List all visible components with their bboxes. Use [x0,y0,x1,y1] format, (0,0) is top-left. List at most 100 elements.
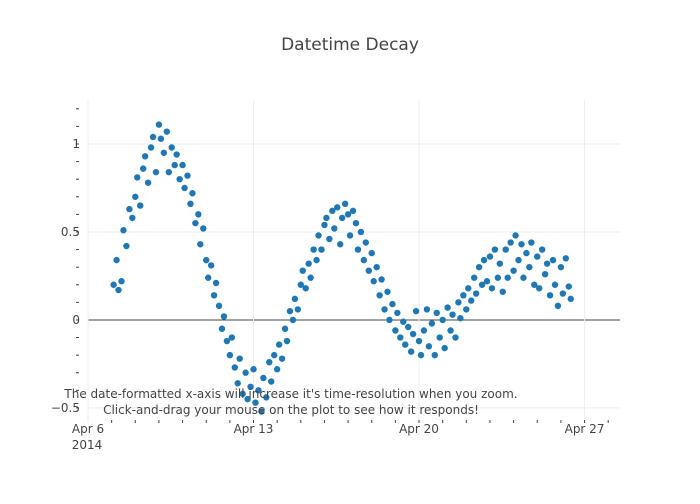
data-point[interactable] [141,153,149,160]
data-point[interactable] [526,263,533,271]
data-point[interactable] [541,270,549,278]
data-point[interactable] [329,207,336,215]
data-point[interactable] [226,351,234,359]
data-point[interactable] [291,295,299,303]
data-point[interactable] [439,316,446,324]
data-point[interactable] [184,172,191,179]
data-point[interactable] [360,256,368,264]
data-point[interactable] [460,292,467,299]
data-point[interactable] [441,344,448,352]
data-point[interactable] [200,225,207,232]
data-point[interactable] [465,285,472,292]
data-point[interactable] [417,351,425,359]
data-point[interactable] [368,249,375,257]
data-point[interactable] [341,200,349,208]
data-point[interactable] [173,151,180,158]
data-point[interactable] [273,366,281,373]
data-point[interactable] [305,260,312,267]
data-point[interactable] [549,256,557,264]
data-point[interactable] [407,348,415,355]
data-point[interactable] [160,149,168,156]
data-point[interactable] [428,320,436,327]
data-point[interactable] [425,343,433,350]
data-point[interactable] [223,337,231,345]
data-point[interactable] [278,355,286,362]
data-point[interactable] [212,279,220,287]
data-point[interactable] [415,337,423,345]
data-point[interactable] [352,219,360,227]
data-point[interactable] [165,168,172,176]
data-point[interactable] [370,278,377,285]
data-point[interactable] [168,144,175,151]
data-point[interactable] [389,300,396,308]
data-point[interactable] [187,200,194,208]
data-point[interactable] [510,267,517,274]
data-point[interactable] [538,246,546,253]
data-point[interactable] [283,337,291,345]
data-point[interactable] [220,313,228,320]
data-point[interactable] [331,225,338,232]
data-point[interactable] [289,316,297,324]
data-point[interactable] [402,341,409,348]
data-point[interactable] [354,246,362,253]
data-point[interactable] [236,355,243,362]
data-point[interactable] [334,204,341,211]
data-point[interactable] [310,246,317,253]
data-point[interactable] [176,175,183,183]
data-point[interactable] [431,351,438,359]
data-point[interactable] [483,278,491,285]
data-point[interactable] [468,297,475,304]
data-point[interactable] [397,334,404,341]
data-point[interactable] [338,214,346,222]
data-point[interactable] [163,128,171,135]
data-point[interactable] [365,267,372,274]
data-point[interactable] [559,290,567,297]
data-point[interactable] [252,399,259,406]
data-point[interactable] [518,241,525,248]
data-point[interactable] [302,285,309,292]
data-point[interactable] [507,239,514,246]
data-point[interactable] [120,227,127,234]
data-point[interactable] [472,290,480,297]
data-point[interactable] [478,281,486,288]
data-point[interactable] [181,184,188,192]
data-point[interactable] [307,274,314,281]
data-point[interactable] [502,246,509,253]
data-point[interactable] [436,334,443,341]
data-point[interactable] [268,378,275,385]
data-point[interactable] [242,369,249,376]
data-point[interactable] [299,267,306,274]
data-point[interactable] [215,302,223,310]
data-point[interactable] [404,323,412,331]
data-point[interactable] [557,263,565,271]
data-point[interactable] [275,341,283,348]
data-point[interactable] [536,285,543,292]
data-point[interactable] [321,221,328,229]
data-point[interactable] [123,242,130,250]
data-point[interactable] [528,239,535,246]
data-point[interactable] [231,364,238,371]
data-point[interactable] [113,256,120,264]
data-point[interactable] [118,278,125,285]
data-point[interactable] [323,214,330,222]
data-point[interactable] [197,241,204,248]
data-point[interactable] [263,394,270,401]
data-point[interactable] [491,246,499,253]
data-point[interactable] [234,380,241,387]
data-point[interactable] [210,292,218,299]
data-point[interactable] [480,256,488,264]
data-point[interactable] [326,235,333,243]
data-point[interactable] [400,318,407,325]
data-point[interactable] [110,281,117,288]
data-point[interactable] [318,246,325,253]
data-point[interactable] [412,307,420,315]
data-point[interactable] [281,325,289,332]
data-point[interactable] [207,262,215,269]
data-point[interactable] [512,232,519,239]
data-point[interactable] [115,286,122,294]
data-point[interactable] [423,306,431,313]
data-point[interactable] [297,281,304,288]
data-point[interactable] [204,274,212,281]
data-point[interactable] [362,239,370,246]
data-point[interactable] [144,179,152,186]
